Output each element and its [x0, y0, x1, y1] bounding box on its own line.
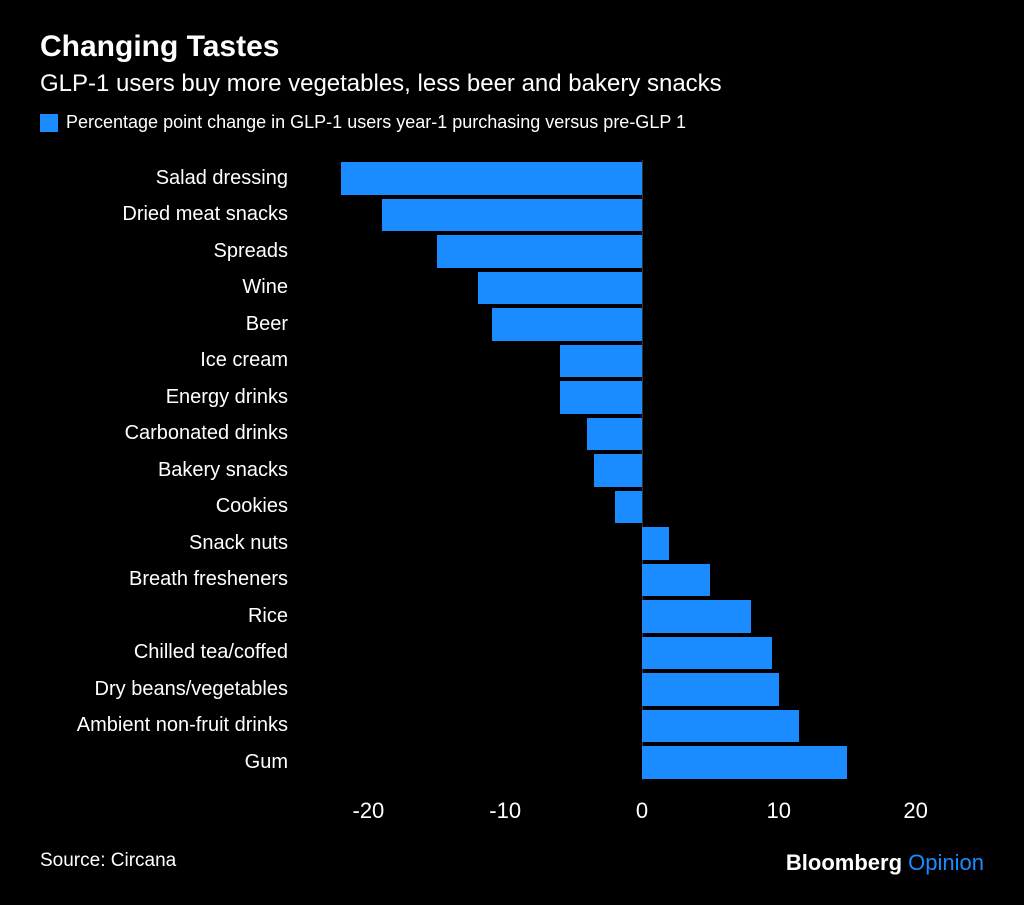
bar-row: Gum [40, 744, 984, 781]
bar [615, 491, 642, 524]
bar-track [300, 379, 984, 416]
bar-track [300, 160, 984, 197]
bar [642, 564, 710, 597]
brand-label: Bloomberg Opinion [786, 850, 984, 876]
bar-track [300, 270, 984, 307]
bar [560, 345, 642, 378]
x-tick-label: 0 [636, 798, 648, 824]
category-label: Chilled tea/coffed [40, 641, 300, 664]
brand-strong: Bloomberg [786, 850, 902, 875]
chart-container: Changing Tastes GLP-1 users buy more veg… [0, 0, 1024, 905]
bar-row: Salad dressing [40, 160, 984, 197]
legend-label: Percentage point change in GLP-1 users y… [66, 112, 686, 133]
x-tick-label: 10 [767, 798, 791, 824]
category-label: Carbonated drinks [40, 422, 300, 445]
bar-row: Chilled tea/coffed [40, 635, 984, 672]
plot-area: Salad dressing Dried meat snacks Spreads Wi… [40, 160, 984, 780]
bar [594, 454, 642, 487]
category-label: Breath fresheners [40, 568, 300, 591]
category-label: Dried meat snacks [40, 203, 300, 226]
bar-track [300, 562, 984, 599]
bar-track [300, 416, 984, 453]
bar [642, 746, 847, 779]
bar [437, 235, 642, 268]
bar-track [300, 598, 984, 635]
bar-track [300, 525, 984, 562]
category-label: Beer [40, 313, 300, 336]
bar-row: Breath fresheners [40, 562, 984, 599]
bar-track [300, 489, 984, 526]
bar-track [300, 343, 984, 380]
bar-row: Energy drinks [40, 379, 984, 416]
x-axis: -20 -10 0 10 20 [300, 798, 984, 828]
bar-track [300, 197, 984, 234]
source-label: Source: Circana [40, 850, 176, 872]
bar-row: Dry beans/vegetables [40, 671, 984, 708]
category-label: Cookies [40, 495, 300, 518]
bar [642, 527, 669, 560]
category-label: Gum [40, 751, 300, 774]
chart-subtitle: GLP-1 users buy more vegetables, less be… [40, 70, 984, 98]
bar [642, 637, 772, 670]
bar-track [300, 744, 984, 781]
bar-track [300, 233, 984, 270]
bar-track [300, 708, 984, 745]
bar-row: Cookies [40, 489, 984, 526]
bar-row: Wine [40, 270, 984, 307]
category-label: Ambient non-fruit drinks [40, 714, 300, 737]
x-tick-label: -20 [352, 798, 384, 824]
category-label: Spreads [40, 240, 300, 263]
bar-track [300, 452, 984, 489]
category-label: Dry beans/vegetables [40, 678, 300, 701]
bar-track [300, 671, 984, 708]
bar [560, 381, 642, 414]
bar [642, 600, 751, 633]
bar-row: Carbonated drinks [40, 416, 984, 453]
x-tick-label: 20 [903, 798, 927, 824]
bar-row: Rice [40, 598, 984, 635]
bar [587, 418, 642, 451]
category-label: Snack nuts [40, 532, 300, 555]
category-label: Ice cream [40, 349, 300, 372]
bar [382, 199, 642, 232]
bar [478, 272, 642, 305]
category-label: Salad dressing [40, 167, 300, 190]
bar-row: Dried meat snacks [40, 197, 984, 234]
bar-track [300, 306, 984, 343]
x-tick-label: -10 [489, 798, 521, 824]
category-label: Bakery snacks [40, 459, 300, 482]
bar-row: Spreads [40, 233, 984, 270]
bar-row: Beer [40, 306, 984, 343]
bar-row: Snack nuts [40, 525, 984, 562]
bar-row: Ambient non-fruit drinks [40, 708, 984, 745]
bar-row: Ice cream [40, 343, 984, 380]
legend-swatch [40, 114, 58, 132]
category-label: Wine [40, 276, 300, 299]
category-label: Rice [40, 605, 300, 628]
bar-row: Bakery snacks [40, 452, 984, 489]
bar [642, 710, 799, 743]
chart-title: Changing Tastes [40, 30, 984, 64]
bar-track [300, 635, 984, 672]
bar [492, 308, 642, 341]
brand-light: Opinion [908, 850, 984, 875]
bar [341, 162, 642, 195]
chart-legend: Percentage point change in GLP-1 users y… [40, 112, 984, 133]
category-label: Energy drinks [40, 386, 300, 409]
bar [642, 673, 779, 706]
